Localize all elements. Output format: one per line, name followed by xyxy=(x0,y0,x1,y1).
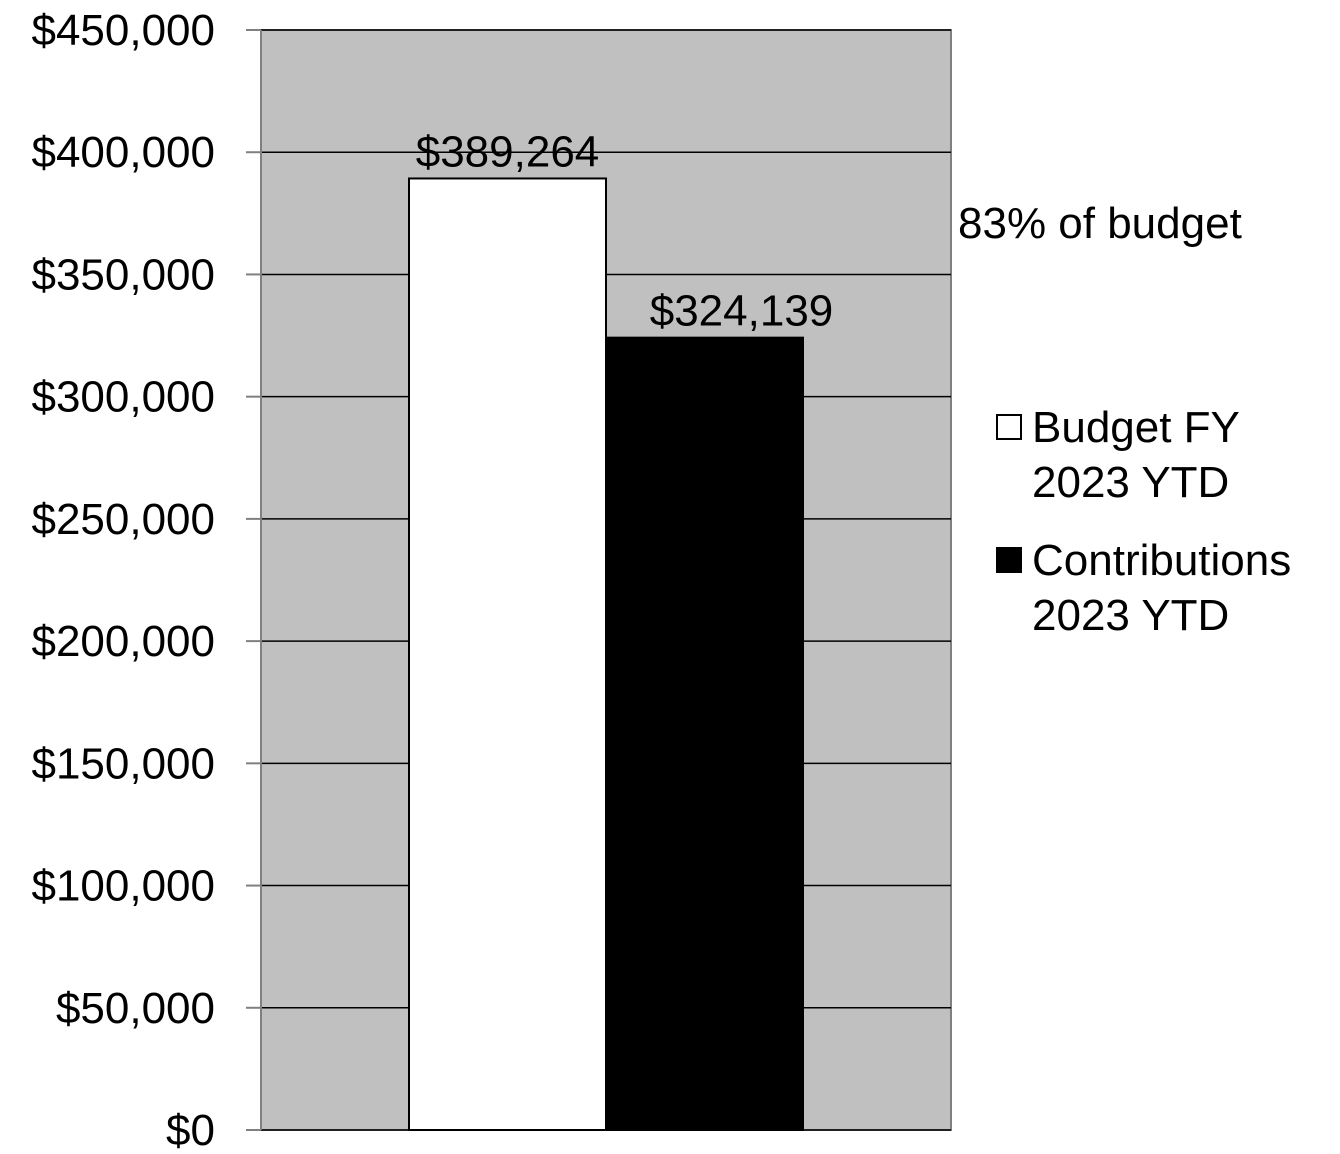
y-tick-label: $0 xyxy=(166,1106,215,1154)
legend-swatch-budget xyxy=(996,414,1022,440)
y-tick-label: $150,000 xyxy=(31,739,215,788)
legend-label-budget: Budget FY 2023 YTD xyxy=(1032,403,1240,507)
data-labels: $389,264 $324,139 xyxy=(416,127,834,335)
budget-percentage-annotation: 83% of budget xyxy=(958,199,1242,248)
grid-lines xyxy=(261,29,951,1131)
y-tick-label: $50,000 xyxy=(56,984,215,1033)
data-label-budget: $389,264 xyxy=(416,127,600,176)
y-tick-label: $250,000 xyxy=(31,495,215,544)
y-tick-label: $400,000 xyxy=(31,128,215,177)
bars xyxy=(408,177,804,1132)
bar-budget xyxy=(408,177,607,1132)
y-tick-label: $100,000 xyxy=(31,862,215,911)
legend: Budget FY 2023 YTD Contributions 2023 YTD xyxy=(996,403,1291,640)
y-tick-label: $300,000 xyxy=(31,373,215,422)
y-tick-label: $350,000 xyxy=(31,250,215,299)
y-tick-label: $200,000 xyxy=(31,617,215,666)
y-axis-tick-labels: $0 $50,000 $100,000 $150,000 $200,000 $250,00… xyxy=(31,6,261,1154)
data-label-contributions: $324,139 xyxy=(650,287,834,336)
y-tick-label: $450,000 xyxy=(31,6,215,55)
legend-label-contributions: Contributions 2023 YTD xyxy=(1032,536,1291,640)
legend-swatch-contributions xyxy=(996,547,1022,573)
bar-contributions xyxy=(605,336,804,1131)
